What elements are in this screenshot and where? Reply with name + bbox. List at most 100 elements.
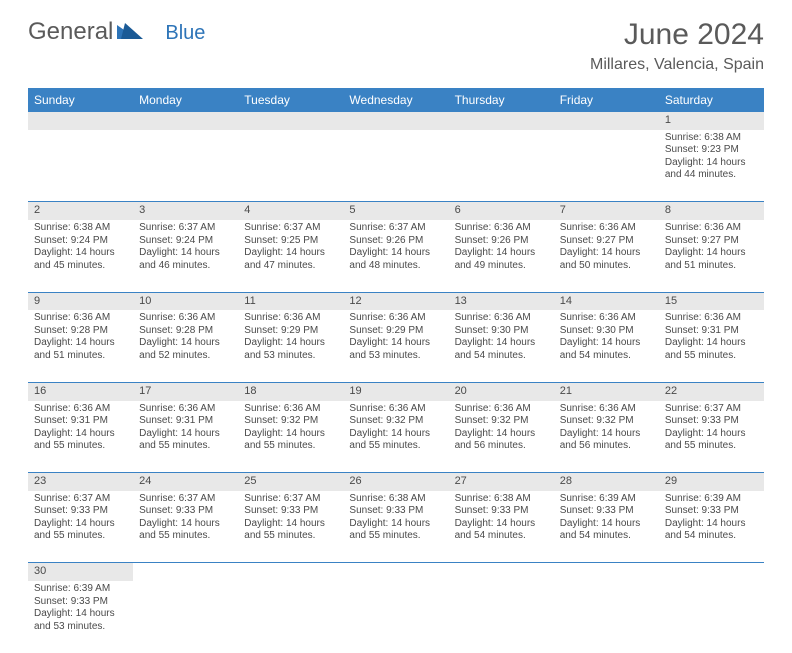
day-number: 13: [449, 292, 554, 310]
day-cell: Sunrise: 6:37 AMSunset: 9:33 PMDaylight:…: [28, 491, 133, 563]
day-number: [28, 112, 133, 130]
day-number: [659, 563, 764, 581]
sunset-text: Sunset: 9:26 PM: [455, 235, 548, 248]
sunrise-text: Sunrise: 6:36 AM: [455, 222, 548, 235]
daylight-text: Daylight: 14 hours and 48 minutes.: [349, 247, 442, 272]
day-number: 9: [28, 292, 133, 310]
day-cell: Sunrise: 6:38 AMSunset: 9:24 PMDaylight:…: [28, 220, 133, 292]
calendar-table: Sunday Monday Tuesday Wednesday Thursday…: [28, 88, 764, 653]
day-number: 6: [449, 202, 554, 220]
day-number: 14: [554, 292, 659, 310]
sunrise-text: Sunrise: 6:36 AM: [665, 222, 758, 235]
sunrise-text: Sunrise: 6:36 AM: [244, 403, 337, 416]
sunrise-text: Sunrise: 6:37 AM: [665, 403, 758, 416]
sunset-text: Sunset: 9:31 PM: [139, 415, 232, 428]
day-number: 28: [554, 473, 659, 491]
day-number: [343, 563, 448, 581]
sunrise-text: Sunrise: 6:36 AM: [34, 312, 127, 325]
daylight-text: Daylight: 14 hours and 56 minutes.: [560, 428, 653, 453]
sunset-text: Sunset: 9:32 PM: [349, 415, 442, 428]
logo-text-general: General: [28, 18, 113, 46]
month-title: June 2024: [590, 18, 764, 52]
day-cell: Sunrise: 6:36 AMSunset: 9:32 PMDaylight:…: [449, 401, 554, 473]
weekday-header: Sunday: [28, 88, 133, 112]
day-cell: Sunrise: 6:36 AMSunset: 9:31 PMDaylight:…: [659, 310, 764, 382]
sunrise-text: Sunrise: 6:36 AM: [349, 312, 442, 325]
weekday-header: Friday: [554, 88, 659, 112]
sunset-text: Sunset: 9:29 PM: [349, 325, 442, 338]
sunrise-text: Sunrise: 6:38 AM: [34, 222, 127, 235]
sunrise-text: Sunrise: 6:37 AM: [139, 222, 232, 235]
day-number: 22: [659, 382, 764, 400]
daylight-text: Daylight: 14 hours and 54 minutes.: [455, 518, 548, 543]
day-number: 27: [449, 473, 554, 491]
daylight-text: Daylight: 14 hours and 51 minutes.: [34, 337, 127, 362]
day-cell: [554, 130, 659, 202]
day-number: 8: [659, 202, 764, 220]
day-cell: [554, 581, 659, 653]
sunrise-text: Sunrise: 6:37 AM: [244, 493, 337, 506]
daylight-text: Daylight: 14 hours and 54 minutes.: [560, 337, 653, 362]
sunset-text: Sunset: 9:28 PM: [34, 325, 127, 338]
day-number: 30: [28, 563, 133, 581]
day-number: 25: [238, 473, 343, 491]
sunrise-text: Sunrise: 6:36 AM: [244, 312, 337, 325]
day-number: 12: [343, 292, 448, 310]
daylight-text: Daylight: 14 hours and 55 minutes.: [665, 428, 758, 453]
weekday-header: Wednesday: [343, 88, 448, 112]
day-number: 17: [133, 382, 238, 400]
sunrise-text: Sunrise: 6:38 AM: [455, 493, 548, 506]
day-cell: Sunrise: 6:36 AMSunset: 9:32 PMDaylight:…: [343, 401, 448, 473]
header: General Blue June 2024 Millares, Valenci…: [0, 0, 792, 82]
daynum-row: 23242526272829: [28, 473, 764, 491]
day-number: [238, 563, 343, 581]
day-cell: Sunrise: 6:36 AMSunset: 9:32 PMDaylight:…: [554, 401, 659, 473]
day-cell: Sunrise: 6:37 AMSunset: 9:33 PMDaylight:…: [238, 491, 343, 563]
daylight-text: Daylight: 14 hours and 55 minutes.: [34, 518, 127, 543]
day-number: 10: [133, 292, 238, 310]
sunset-text: Sunset: 9:24 PM: [34, 235, 127, 248]
day-number: [343, 112, 448, 130]
sunset-text: Sunset: 9:25 PM: [244, 235, 337, 248]
sunrise-text: Sunrise: 6:36 AM: [139, 312, 232, 325]
day-cell: Sunrise: 6:36 AMSunset: 9:27 PMDaylight:…: [554, 220, 659, 292]
day-cell: [659, 581, 764, 653]
sunset-text: Sunset: 9:27 PM: [560, 235, 653, 248]
daylight-text: Daylight: 14 hours and 49 minutes.: [455, 247, 548, 272]
day-cell: Sunrise: 6:36 AMSunset: 9:30 PMDaylight:…: [449, 310, 554, 382]
day-cell: [133, 581, 238, 653]
sunset-text: Sunset: 9:24 PM: [139, 235, 232, 248]
day-cell: Sunrise: 6:37 AMSunset: 9:26 PMDaylight:…: [343, 220, 448, 292]
daylight-text: Daylight: 14 hours and 44 minutes.: [665, 157, 758, 182]
week-row: Sunrise: 6:38 AMSunset: 9:24 PMDaylight:…: [28, 220, 764, 292]
day-cell: [449, 581, 554, 653]
day-number: 5: [343, 202, 448, 220]
sunrise-text: Sunrise: 6:37 AM: [349, 222, 442, 235]
day-number: [449, 563, 554, 581]
day-number: 21: [554, 382, 659, 400]
sunset-text: Sunset: 9:33 PM: [34, 596, 127, 609]
sunset-text: Sunset: 9:32 PM: [455, 415, 548, 428]
day-number: 19: [343, 382, 448, 400]
sunrise-text: Sunrise: 6:36 AM: [455, 403, 548, 416]
week-row: Sunrise: 6:38 AMSunset: 9:23 PMDaylight:…: [28, 130, 764, 202]
sunrise-text: Sunrise: 6:36 AM: [560, 222, 653, 235]
day-cell: Sunrise: 6:36 AMSunset: 9:29 PMDaylight:…: [238, 310, 343, 382]
sunset-text: Sunset: 9:32 PM: [560, 415, 653, 428]
sunset-text: Sunset: 9:30 PM: [455, 325, 548, 338]
sunset-text: Sunset: 9:33 PM: [665, 505, 758, 518]
day-cell: Sunrise: 6:36 AMSunset: 9:31 PMDaylight:…: [133, 401, 238, 473]
daylight-text: Daylight: 14 hours and 50 minutes.: [560, 247, 653, 272]
day-cell: Sunrise: 6:38 AMSunset: 9:33 PMDaylight:…: [449, 491, 554, 563]
sunrise-text: Sunrise: 6:36 AM: [560, 403, 653, 416]
daylight-text: Daylight: 14 hours and 55 minutes.: [34, 428, 127, 453]
day-cell: Sunrise: 6:36 AMSunset: 9:28 PMDaylight:…: [28, 310, 133, 382]
sunset-text: Sunset: 9:31 PM: [34, 415, 127, 428]
sunset-text: Sunset: 9:33 PM: [665, 415, 758, 428]
sunset-text: Sunset: 9:30 PM: [560, 325, 653, 338]
week-row: Sunrise: 6:37 AM Sunset: 9:33 PM Daylight:…: [28, 491, 764, 563]
day-cell: Sunrise: 6:36 AMSunset: 9:29 PMDaylight:…: [343, 310, 448, 382]
day-cell: Sunrise: 6:36 AMSunset: 9:31 PMDaylight:…: [28, 401, 133, 473]
day-cell: Sunrise: 6:39 AMSunset: 9:33 PMDaylight:…: [554, 491, 659, 563]
daylight-text: Daylight: 14 hours and 54 minutes.: [560, 518, 653, 543]
